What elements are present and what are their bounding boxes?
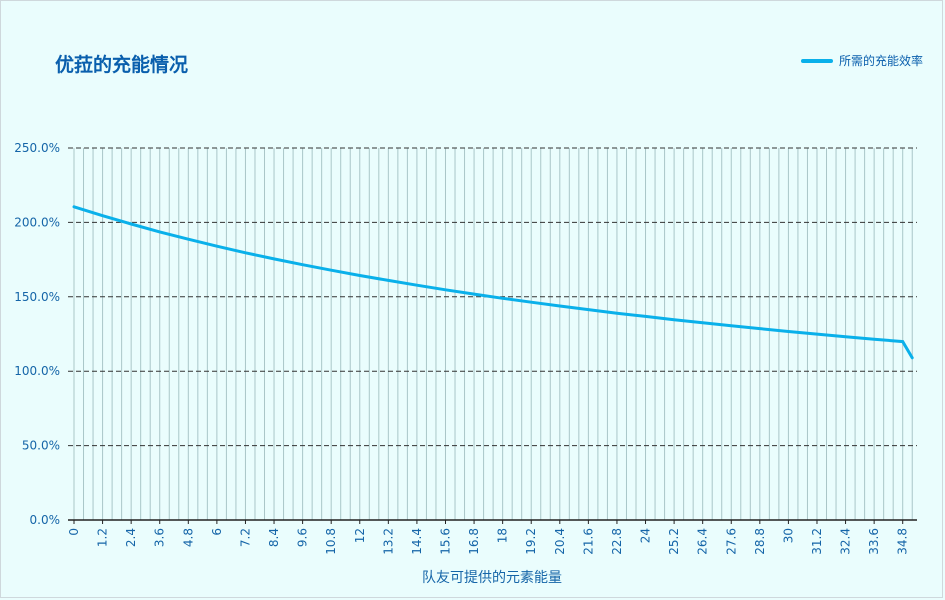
- vertical-grid: [73, 148, 913, 520]
- y-tick-label: 200.0%: [14, 215, 60, 229]
- x-tick-label: 10.8: [324, 528, 338, 555]
- x-tick-label: 19.2: [524, 528, 538, 555]
- x-tick-label: 32.4: [839, 528, 853, 555]
- y-tick-label: 250.0%: [14, 141, 60, 155]
- x-tick-label: 24: [639, 528, 653, 543]
- y-tick-label: 0.0%: [30, 513, 61, 527]
- x-axis-label: 队友可提供的元素能量: [422, 570, 562, 586]
- legend-swatch: [800, 58, 833, 63]
- x-tick-label: 18: [496, 528, 510, 543]
- x-tick-label: 21.6: [581, 528, 595, 555]
- x-tick-label: 15.6: [438, 528, 452, 555]
- y-tick-label: 150.0%: [14, 290, 60, 304]
- x-tick-label: 33.6: [867, 528, 881, 555]
- y-tick-label: 100.0%: [14, 364, 60, 378]
- x-tick-label: 14.4: [410, 528, 424, 555]
- legend-label: 所需的充能效率: [838, 54, 923, 68]
- chart-title: 优菈的充能情况: [55, 54, 189, 76]
- x-tick-label: 20.4: [553, 528, 567, 555]
- x-tick-label: 9.6: [296, 528, 310, 547]
- x-tick-label: 4.8: [181, 528, 195, 547]
- x-tick-label: 16.8: [467, 528, 481, 555]
- x-tick-labels: 0 1.2 2.4 3.6 4.8 6 7.2 8.4 9.6 10.8 12 13.2 14.4 15.…: [67, 520, 910, 555]
- y-tick-labels: 0.0% 50.0% 100.0% 150.0% 200.0% 250.0%: [14, 141, 60, 527]
- x-tick-label: 1.2: [96, 528, 110, 547]
- x-tick-label: 34.8: [896, 528, 910, 555]
- x-tick-label: 26.4: [696, 528, 710, 555]
- x-tick-label: 3.6: [153, 528, 167, 547]
- x-tick-label: 28.8: [753, 528, 767, 555]
- x-tick-label: 2.4: [124, 528, 138, 547]
- x-tick-label: 7.2: [238, 528, 252, 547]
- legend[interactable]: 所需的充能效率: [800, 52, 923, 69]
- x-tick-label: 25.2: [667, 528, 681, 555]
- x-tick-label: 0: [67, 528, 81, 536]
- y-tick-label: 50.0%: [22, 439, 60, 453]
- x-tick-label: 27.6: [724, 528, 738, 555]
- x-tick-label: 22.8: [610, 528, 624, 555]
- x-tick-label: 6: [210, 528, 224, 536]
- x-tick-label: 30: [781, 528, 795, 543]
- x-tick-label: 8.4: [267, 528, 281, 547]
- x-tick-label: 31.2: [810, 528, 824, 555]
- x-tick-label: 12: [353, 528, 367, 543]
- series-line: [72, 205, 914, 360]
- x-tick-label: 13.2: [381, 528, 395, 555]
